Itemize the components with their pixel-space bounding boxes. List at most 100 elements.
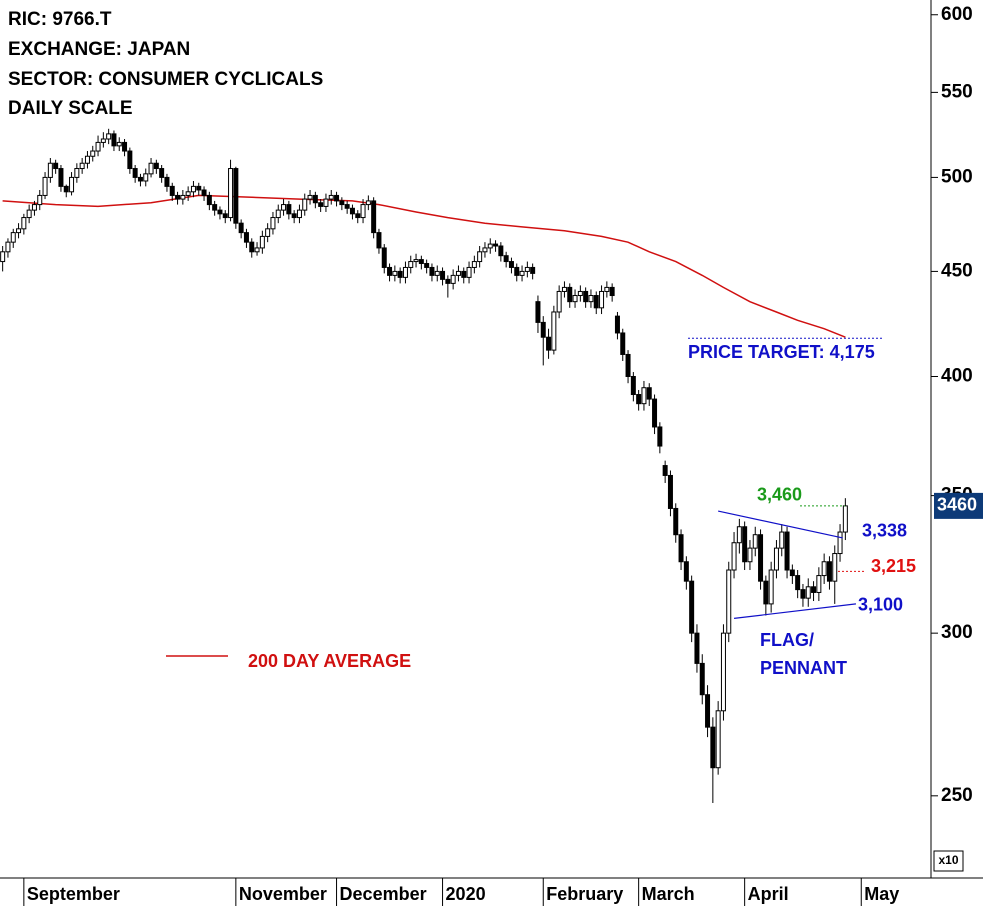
x-tick-label: March [642,884,695,904]
candle-body [514,266,520,276]
candle-body [768,569,774,605]
candle-body [445,278,451,284]
candle-body [599,290,605,309]
candle-body [487,243,493,249]
multiplier-box [933,850,964,872]
candle-body [100,138,106,143]
y-tick-label: 250 [941,785,973,806]
candle-body [222,213,228,219]
candle-body [572,295,578,303]
candle-body [561,286,567,292]
candle-body [74,168,80,178]
candle-body [249,241,255,253]
candle-body [471,261,477,268]
candle-body [243,232,249,243]
candle-body [805,586,811,599]
header-line: RIC: 9766.T [8,9,112,30]
candle-body [641,387,647,405]
candle-body [461,270,467,278]
candle-body [402,266,408,278]
candle-body [652,398,658,428]
candle-body [540,321,546,338]
candle-body [763,580,769,605]
candle-body [21,217,27,230]
candle-body [726,569,732,634]
candle-body [106,133,112,140]
candle-body [323,198,329,207]
candle-body [466,266,472,278]
candle-body [816,575,822,593]
candle-body [265,228,271,237]
candle-body [450,274,456,284]
candle-body [238,222,244,234]
candle-body [116,141,122,147]
candle-body [646,387,652,400]
candle-body [625,353,631,377]
candle-body [811,586,817,593]
candle-body [530,266,536,274]
candle-body [53,162,59,170]
candle-body [334,194,340,202]
candle-body [10,232,16,243]
candle-body [683,561,689,582]
candle-body [365,200,371,206]
x-tick-label: September [27,884,120,904]
x-tick-label: February [546,884,623,904]
candle-body [736,526,742,544]
candle-body [148,162,154,175]
candle-body [79,162,85,170]
candle-body [132,168,138,178]
candle-body [662,465,668,476]
candle-body [493,243,499,247]
x-tick-label: April [748,884,789,904]
candle-body [773,547,779,571]
candle-body [137,176,143,182]
candle-body [455,270,461,276]
candle-body [583,290,589,303]
y-tick-label: 500 [941,166,973,187]
candle-body [37,194,43,206]
candle-body [413,259,419,263]
candle-body [657,426,663,447]
candle-body [159,168,165,178]
candle-body [318,202,324,207]
candle-body [111,133,117,147]
candle-body [16,228,22,234]
candle-body [482,247,488,253]
candle-body [58,168,64,187]
candle-body [381,247,387,268]
header-line: SECTOR: CONSUMER CYCLICALS [8,69,323,90]
candle-body [69,176,75,193]
candle-body [440,270,446,280]
candle-body [270,217,276,230]
candle-body [371,200,377,234]
candle-body [95,141,101,152]
y-tick-label: 300 [941,622,973,643]
candle-body [397,270,403,278]
candle-body [196,185,202,191]
candle-body [180,194,186,200]
candle-body [503,255,509,263]
candle-body [328,194,334,200]
pattern-label: PENNANT [760,658,847,678]
candle-body [185,191,191,196]
candle-body [291,213,297,219]
candle-body [742,526,748,563]
candle-body [31,204,37,211]
candle-body [434,270,440,276]
candle-body [567,286,573,303]
candle-body [212,204,218,211]
candle-body [349,207,355,215]
candle-body [535,301,541,323]
candle-body [636,394,642,405]
y-tick-label: 550 [941,81,973,102]
candle-body [84,155,90,164]
annotation-label: 3,338 [862,521,907,541]
header-line: DAILY SCALE [8,98,133,119]
candle-body [360,204,366,219]
candle-body [344,204,350,209]
candle-body [752,534,758,549]
candle-body [259,235,265,249]
candle-body [302,198,308,211]
